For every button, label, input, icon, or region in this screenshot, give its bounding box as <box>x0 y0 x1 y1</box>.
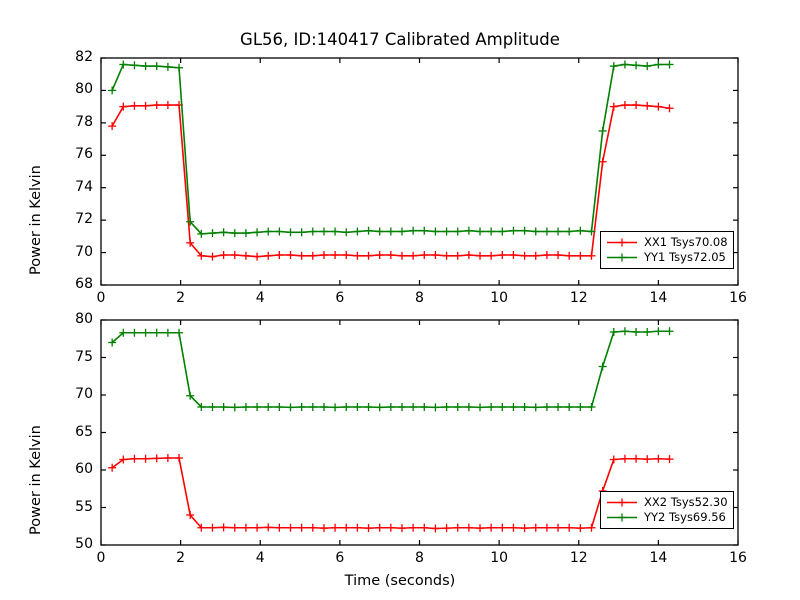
legend-label: XX1 Tsys70.08 <box>644 235 728 249</box>
y-tick-label: 55 <box>75 498 93 515</box>
series-markers-0 <box>108 454 674 533</box>
x-tick-label: 14 <box>649 290 668 306</box>
chart-title: GL56, ID:140417 Calibrated Amplitude <box>240 30 560 49</box>
series-markers-0 <box>108 101 674 261</box>
series-line-0 <box>111 457 670 530</box>
legend-marker-icon <box>605 512 639 523</box>
legend-marker-icon <box>605 252 639 263</box>
y-tick-label: 50 <box>75 536 93 552</box>
legend-marker-icon <box>605 497 639 508</box>
legend-label: XX2 Tsys52.30 <box>644 495 728 509</box>
y-tick-label: 82 <box>75 49 93 65</box>
x-tick-label: 10 <box>490 550 509 566</box>
x-tick-label: 0 <box>96 550 106 566</box>
x-tick-label: 12 <box>569 550 588 566</box>
x-tick-label: 4 <box>255 290 265 306</box>
y-tick-label: 76 <box>75 146 93 163</box>
legend-marker-icon <box>605 237 639 248</box>
x-tick-label: 0 <box>96 290 106 306</box>
x-tick-label: 8 <box>415 290 424 306</box>
x-tick-label: 16 <box>729 550 747 566</box>
y-tick-label: 65 <box>75 423 93 440</box>
x-axis-label: Time (seconds) <box>344 573 456 589</box>
legend-label: YY1 Tsys72.05 <box>644 250 726 264</box>
bottom-legend[interactable]: XX2 Tsys52.30 YY2 Tsys69.56 <box>600 491 734 529</box>
x-tick-label: 12 <box>569 290 588 306</box>
y-tick-label: 60 <box>75 461 93 477</box>
legend-entry[interactable]: XX1 Tsys70.08 <box>605 235 728 250</box>
y-tick-label: 70 <box>75 243 93 260</box>
series-markers-1 <box>108 327 674 412</box>
y-tick-label: 78 <box>75 113 93 130</box>
x-tick-label: 16 <box>729 290 747 306</box>
x-tick-label: 6 <box>335 290 345 306</box>
x-tick-label: 14 <box>649 550 668 566</box>
legend-entry[interactable]: YY1 Tsys72.05 <box>605 250 728 265</box>
x-tick-label: 2 <box>176 290 186 306</box>
x-tick-label: 2 <box>176 550 186 566</box>
x-tick-label: 4 <box>255 550 265 566</box>
series-line-1 <box>111 330 670 409</box>
series-markers-1 <box>108 60 674 238</box>
x-tick-label: 6 <box>335 550 345 566</box>
y-tick-label: 75 <box>75 348 93 365</box>
y-tick-label: 70 <box>75 386 93 402</box>
x-tick-label: 8 <box>415 550 424 566</box>
legend-entry[interactable]: YY2 Tsys69.56 <box>605 510 728 525</box>
y-tick-label: 72 <box>75 211 93 228</box>
y-tick-label: 74 <box>75 178 93 195</box>
x-tick-label: 10 <box>490 290 509 306</box>
legend-label: YY2 Tsys69.56 <box>644 510 726 524</box>
y-tick-label: 68 <box>75 276 93 292</box>
legend-entry[interactable]: XX2 Tsys52.30 <box>605 495 728 510</box>
y-tick-label: 80 <box>75 311 93 327</box>
top-legend[interactable]: XX1 Tsys70.08 YY1 Tsys72.05 <box>600 231 734 269</box>
y-tick-label: 80 <box>75 81 93 98</box>
